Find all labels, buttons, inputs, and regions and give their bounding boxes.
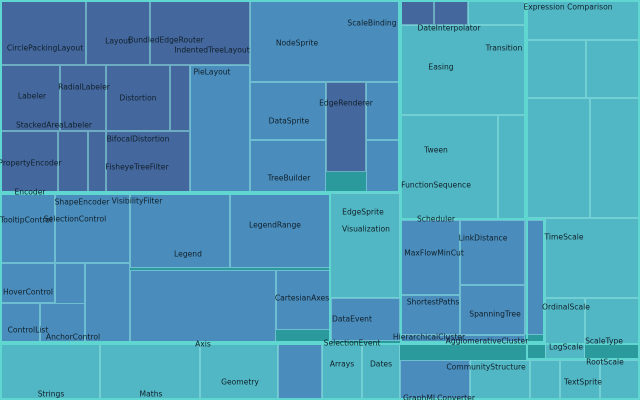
treemap-cell: [400, 360, 470, 400]
treemap-cell: [468, 0, 526, 25]
treemap-cell: [525, 220, 545, 335]
treemap-cell: [400, 335, 525, 343]
treemap-cell: [130, 270, 276, 343]
treemap-cell: [362, 343, 400, 400]
treemap-cell: [460, 285, 525, 335]
treemap-cell: [590, 98, 640, 218]
treemap-cell: [470, 360, 530, 400]
treemap-cell: [400, 295, 460, 335]
treemap-cell: [366, 140, 400, 193]
treemap-cell: [130, 193, 230, 268]
treemap-cell: [331, 298, 400, 341]
treemap-cell: [60, 65, 106, 131]
treemap-cell: [530, 360, 560, 400]
treemap-cell: [330, 193, 400, 298]
treemap-cell: [366, 82, 400, 140]
treemap-cell: [106, 65, 170, 131]
treemap-cell: [190, 65, 250, 193]
treemap-cell: [526, 98, 590, 218]
treemap-cell: [545, 218, 640, 298]
treemap-cell: [40, 303, 85, 343]
treemap-cell: [58, 131, 88, 193]
treemap-cell: [85, 263, 130, 343]
treemap-cell: [545, 298, 585, 360]
treemap-cell: [526, 40, 586, 98]
treemap-cell: [250, 82, 326, 140]
treemap-cell: [434, 0, 468, 25]
treemap-cell: [106, 131, 190, 193]
treemap-cell: [86, 0, 150, 65]
treemap-cell: [600, 360, 640, 400]
treemap-cell: [250, 0, 400, 82]
treemap-cell: [460, 220, 525, 285]
treemap-cell: [585, 298, 640, 344]
treemap-cell: [526, 0, 640, 40]
treemap-cell: [586, 40, 640, 98]
treemap-cell: [230, 193, 330, 268]
treemap-cell: [0, 65, 60, 131]
treemap-cell: [88, 131, 106, 193]
treemap-cell: [326, 82, 366, 172]
treemap-cell: [400, 25, 526, 115]
treemap-cell: [0, 0, 86, 65]
treemap-cell: [0, 193, 55, 263]
treemap-cell: [278, 343, 322, 400]
treemap-cell: [560, 360, 600, 400]
treemap-cell: [276, 270, 331, 330]
treemap-cell: [400, 0, 434, 25]
treemap-cell: [498, 115, 526, 220]
treemap-cell: [170, 65, 190, 131]
treemap-cell: [0, 263, 55, 303]
treemap-cell: [0, 343, 100, 400]
treemap-cell: [200, 343, 278, 400]
treemap-cell: [400, 115, 498, 220]
treemap-cell: [322, 343, 362, 400]
treemap-cell: [250, 140, 326, 193]
treemap-cell: [100, 343, 200, 400]
treemap-cell: [150, 0, 250, 65]
treemap-cell: [400, 220, 460, 295]
treemap-cell: [55, 193, 130, 263]
treemap-cell: [0, 303, 40, 343]
treemap-cell: [0, 131, 58, 193]
